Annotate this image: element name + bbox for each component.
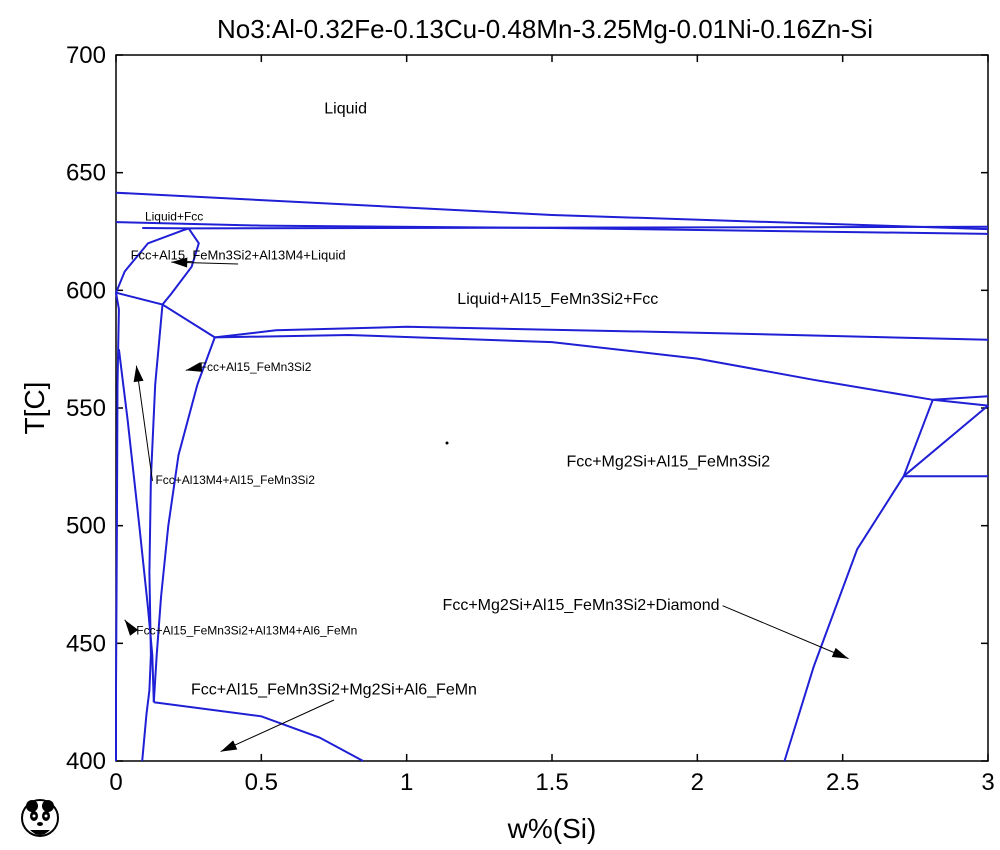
annotation-arrow-line [722, 605, 849, 660]
phase-region-label: Fcc+Al13M4+Al15_FeMn3Si2 [155, 473, 315, 487]
phase-boundary-line [161, 227, 200, 306]
phase-region-label: Liquid+Fcc [145, 210, 203, 224]
phase-boundary-line [932, 395, 989, 401]
annotation-arrow-head [831, 647, 849, 659]
phase-region-label: Fcc+Mg2Si+Al15_FeMn3Si2+Diamond [443, 597, 720, 614]
annotation-arrow-head [133, 365, 144, 383]
x-tick-label: 0.5 [245, 769, 278, 796]
phase-boundary-line [214, 325, 989, 341]
phase-boundary-line [117, 349, 155, 703]
axis-ticks: 0 0.5 1 1.5 2 2.5 3 400 450 500 550 600 650 700 [66, 42, 995, 796]
phase-boundary-line [152, 337, 216, 703]
y-tick-label: 650 [66, 160, 106, 187]
phase-boundary-line [115, 292, 120, 761]
annotation-arrow-line [220, 699, 335, 753]
x-tick-label: 1 [400, 769, 413, 796]
x-tick-label: 0 [109, 769, 122, 796]
phase-boundary-line [932, 398, 989, 407]
annotation-arrow-line [135, 365, 153, 482]
y-tick-label: 550 [66, 395, 106, 422]
phase-boundary-line [115, 227, 190, 294]
y-tick-label: 450 [66, 630, 106, 657]
phase-boundary-line [903, 404, 989, 477]
phase-boundaries [115, 191, 989, 762]
x-tick-label: 1.5 [535, 769, 568, 796]
phase-boundary-line [141, 304, 164, 762]
phase-boundary-line [115, 221, 989, 235]
annotation-arrow-head [171, 257, 188, 268]
phase-boundary-line [902, 399, 934, 477]
software-logo-icon [21, 799, 59, 837]
phase-region-label: Liquid [324, 100, 367, 117]
y-axis-label: T[C] [19, 382, 50, 435]
phase-region-label: Fcc+Mg2Si+Al15_FeMn3Si2 [566, 453, 770, 470]
phase-region-label: Fcc+Al15_FeMn3Si2+Al13M4+Al6_FeMn [136, 624, 357, 638]
phase-boundary-line [142, 225, 989, 230]
plot-frame [115, 54, 989, 762]
phase-boundary-line [115, 191, 989, 231]
y-tick-label: 500 [66, 513, 106, 540]
chart-title: No3:Al-0.32Fe-0.13Cu-0.48Mn-3.25Mg-0.01N… [217, 14, 873, 44]
x-tick-label: 3 [981, 769, 994, 796]
y-tick-label: 600 [66, 277, 106, 304]
stray-point [445, 441, 449, 445]
phase-boundary-line [153, 701, 364, 762]
phase-region-label: Fcc+Al15_FeMn3Si2+Al13M4+Liquid [131, 248, 346, 263]
y-tick-label: 400 [66, 748, 106, 775]
y-tick-label: 700 [66, 42, 106, 69]
phase-boundary-line [214, 333, 933, 401]
annotation-arrow-head [185, 362, 203, 372]
x-tick-label: 2 [691, 769, 704, 796]
phase-region-labels: Liquid Liquid+Fcc Fcc+Al15_FeMn3Si2+Al13M4… [124, 100, 849, 753]
x-axis-label: w%(Si) [507, 813, 597, 844]
phase-boundary-line [783, 475, 905, 762]
phase-region-label: Fcc+Al15_FeMn3Si2 [200, 360, 312, 374]
phase-region-label: Fcc+Al15_FeMn3Si2+Mg2Si+Al6_FeMn [191, 682, 477, 699]
annotation-arrow-head [220, 740, 238, 752]
phase-region-label: Liquid+Al15_FeMn3Si2+Fcc [457, 291, 658, 308]
annotation-arrow-head [124, 619, 139, 636]
x-tick-label: 2.5 [826, 769, 859, 796]
